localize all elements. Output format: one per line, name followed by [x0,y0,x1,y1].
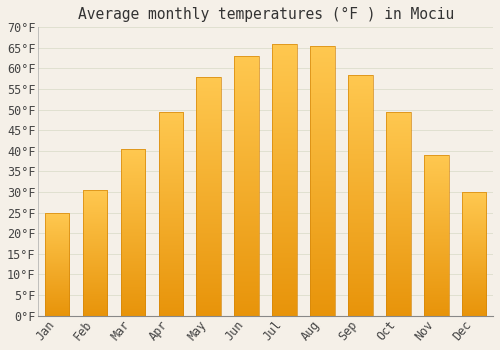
Bar [310,46,335,316]
Bar [272,44,297,316]
Bar [45,212,70,316]
Title: Average monthly temperatures (°F ) in Mociu: Average monthly temperatures (°F ) in Mo… [78,7,454,22]
Bar [462,192,486,316]
Bar [386,112,410,316]
Bar [83,190,108,316]
Bar [120,149,146,316]
Bar [348,75,372,316]
Bar [424,155,448,316]
Bar [196,77,221,316]
Bar [234,56,259,316]
Bar [158,112,183,316]
